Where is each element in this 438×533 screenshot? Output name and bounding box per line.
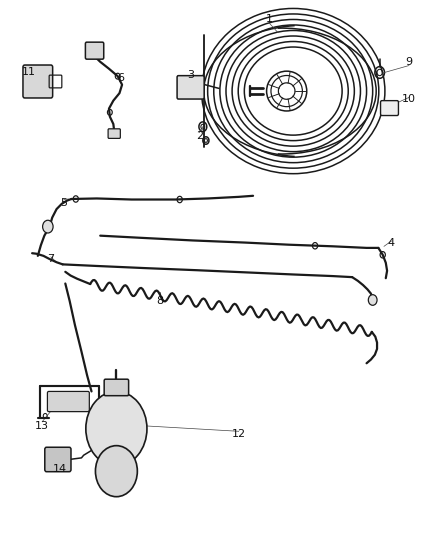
Circle shape bbox=[42, 220, 53, 233]
Circle shape bbox=[368, 295, 377, 305]
FancyBboxPatch shape bbox=[45, 447, 71, 472]
Text: 13: 13 bbox=[35, 421, 49, 431]
Text: 11: 11 bbox=[22, 68, 36, 77]
FancyBboxPatch shape bbox=[177, 76, 204, 99]
Text: 6: 6 bbox=[117, 73, 124, 83]
Circle shape bbox=[86, 391, 147, 466]
Text: 4: 4 bbox=[388, 238, 395, 247]
Text: 12: 12 bbox=[232, 429, 246, 439]
Text: 10: 10 bbox=[402, 94, 416, 104]
Text: 14: 14 bbox=[53, 464, 67, 473]
Text: 5: 5 bbox=[60, 198, 67, 208]
FancyBboxPatch shape bbox=[108, 129, 120, 139]
FancyBboxPatch shape bbox=[381, 101, 399, 116]
Text: 2: 2 bbox=[196, 131, 203, 141]
FancyBboxPatch shape bbox=[85, 42, 104, 59]
FancyBboxPatch shape bbox=[23, 65, 53, 98]
Circle shape bbox=[95, 446, 138, 497]
FancyBboxPatch shape bbox=[47, 391, 89, 411]
Text: 9: 9 bbox=[405, 57, 413, 67]
Text: 7: 7 bbox=[47, 254, 54, 263]
Text: 3: 3 bbox=[187, 70, 194, 80]
FancyBboxPatch shape bbox=[104, 379, 129, 395]
Text: 8: 8 bbox=[156, 296, 164, 306]
Text: 1: 1 bbox=[266, 14, 273, 25]
